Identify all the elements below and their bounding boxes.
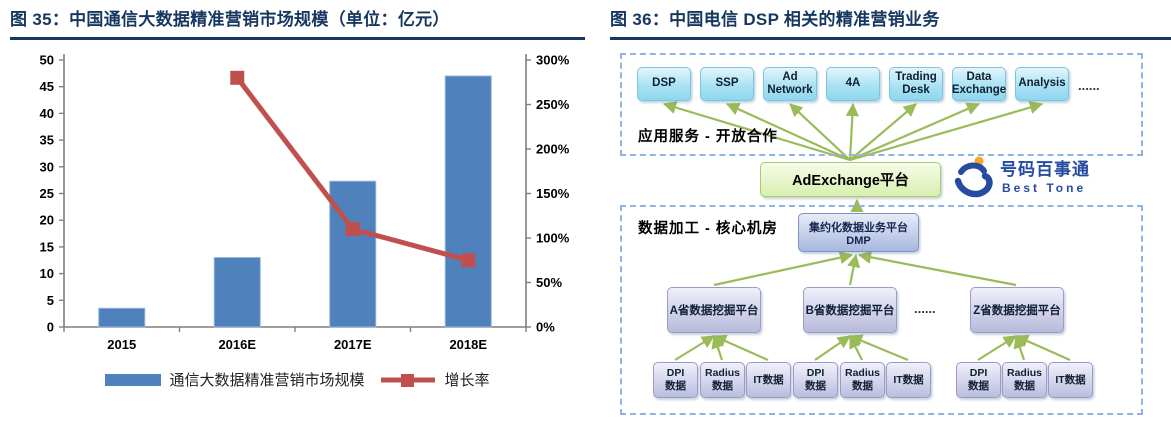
province-box-z: Z省数据挖掘平台 xyxy=(970,287,1064,333)
dsp-business-diagram: 应用服务 - 开放合作 DSP SSP Ad Network 4A Trading De… xyxy=(610,51,1171,417)
svg-text:200%: 200% xyxy=(536,142,570,157)
best-tone-logo: 号码百事通 Best Tone xyxy=(950,155,1090,201)
adexchange-platform-box: AdExchange平台 xyxy=(760,162,941,197)
svg-text:2017E: 2017E xyxy=(334,337,372,352)
province-ellipsis: ...... xyxy=(914,301,936,316)
data-source-box-a-dpi: DPI 数据 xyxy=(653,362,698,398)
figure35-title-rule xyxy=(10,37,585,40)
data-source-box-a-it: IT数据 xyxy=(746,362,791,398)
app-box-dsp: DSP xyxy=(637,67,691,101)
app-services-label: 应用服务 - 开放合作 xyxy=(638,129,778,145)
app-boxes-ellipsis: ...... xyxy=(1078,78,1100,93)
figure35-panel: 图 35：中国通信大数据精准营销市场规模（单位：亿元） 0 5 10 15 20 25 30… xyxy=(10,8,585,390)
app-box-data-exchange: Data Exchange xyxy=(952,67,1006,101)
svg-text:0%: 0% xyxy=(536,320,555,335)
dmp-platform-box: 集约化数据业务平台DMP xyxy=(798,213,919,252)
svg-text:50: 50 xyxy=(40,53,54,68)
app-services-frame xyxy=(620,53,1143,156)
svg-text:45: 45 xyxy=(40,79,54,94)
figure35-title: 图 35：中国通信大数据精准营销市场规模（单位：亿元） xyxy=(10,10,450,29)
figure36-title: 图 36：中国电信 DSP 相关的精准营销业务 xyxy=(610,10,940,29)
svg-text:15: 15 xyxy=(40,239,54,254)
market-size-combo-chart: 0 5 10 15 20 25 30 35 40 45 50 0% 50% 100% 150% 200% 250… xyxy=(40,53,570,353)
data-processing-label: 数据加工 - 核心机房 xyxy=(638,221,778,237)
figure36-title-rule xyxy=(610,37,1171,40)
market-size-chart-wrap: 0 5 10 15 20 25 30 35 40 45 50 0% 50% 100% 150% 200% 250… xyxy=(10,42,585,367)
best-tone-wordmark: 号码百事通 Best Tone xyxy=(1000,155,1090,195)
svg-text:150%: 150% xyxy=(536,186,570,201)
legend-line-label: 增长率 xyxy=(444,372,490,389)
data-source-box-a-radius: Radius 数据 xyxy=(700,362,745,398)
svg-text:10: 10 xyxy=(40,266,54,281)
svg-text:2016E: 2016E xyxy=(218,337,256,352)
best-tone-cn-name: 号码百事通 xyxy=(1000,160,1090,179)
app-box-analysis: Analysis xyxy=(1015,67,1069,101)
data-source-box-z-it: IT数据 xyxy=(1048,362,1093,398)
svg-text:300%: 300% xyxy=(536,53,570,68)
svg-text:30: 30 xyxy=(40,159,54,174)
province-box-a: A省数据挖掘平台 xyxy=(667,287,761,333)
app-box-ad-network: Ad Network xyxy=(763,67,817,101)
data-source-box-b-dpi: DPI 数据 xyxy=(793,362,838,398)
svg-text:5: 5 xyxy=(47,293,54,308)
data-source-box-b-it: IT数据 xyxy=(886,362,931,398)
figure36-panel: 图 36：中国电信 DSP 相关的精准营销业务 应用服务 - 开放合作 DSP S… xyxy=(610,8,1171,417)
app-box-4a: 4A xyxy=(826,67,880,101)
svg-text:2018E: 2018E xyxy=(449,337,487,352)
legend-bar-label: 通信大数据精准营销市场规模 xyxy=(169,372,365,389)
legend-item-bar: 通信大数据精准营销市场规模 xyxy=(105,369,365,390)
best-tone-en-name: Best Tone xyxy=(1002,181,1087,195)
best-tone-swoosh-icon xyxy=(954,156,993,198)
legend-item-line: 增长率 xyxy=(379,369,490,390)
svg-text:40: 40 xyxy=(40,106,54,121)
svg-text:2015: 2015 xyxy=(107,337,136,352)
svg-text:250%: 250% xyxy=(536,97,570,112)
app-box-trading-desk: Trading Desk xyxy=(889,67,943,101)
chart-legend: 通信大数据精准营销市场规模 增长率 xyxy=(10,369,585,390)
svg-text:100%: 100% xyxy=(536,231,570,246)
svg-text:25: 25 xyxy=(40,186,54,201)
svg-text:50%: 50% xyxy=(536,275,562,290)
legend-line-swatch xyxy=(380,373,435,387)
svg-text:20: 20 xyxy=(40,213,54,228)
data-processing-frame xyxy=(620,205,1143,415)
province-box-b: B省数据挖掘平台 xyxy=(803,287,897,333)
legend-bar-swatch xyxy=(105,373,162,386)
data-source-box-b-radius: Radius 数据 xyxy=(840,362,885,398)
svg-text:35: 35 xyxy=(40,133,54,148)
app-box-ssp: SSP xyxy=(700,67,754,101)
data-source-box-z-radius: Radius 数据 xyxy=(1002,362,1047,398)
svg-text:0: 0 xyxy=(47,320,54,335)
data-source-box-z-dpi: DPI 数据 xyxy=(956,362,1001,398)
